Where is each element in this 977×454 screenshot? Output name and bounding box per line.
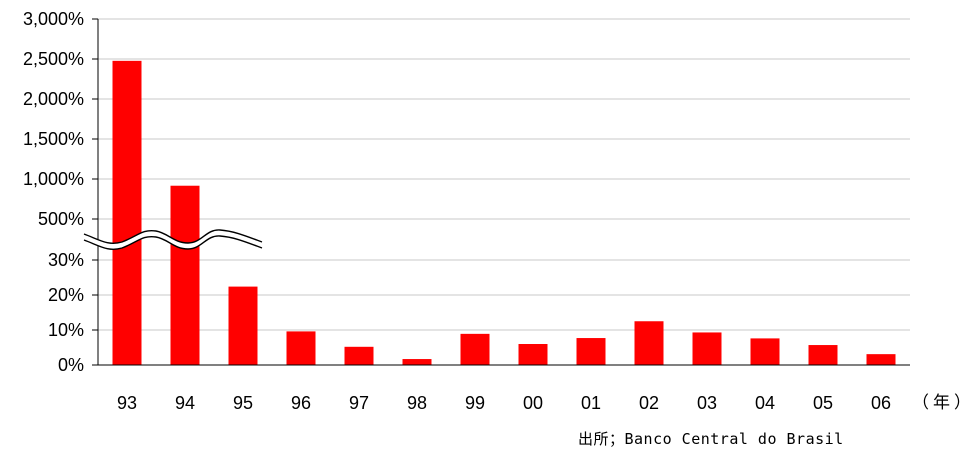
gridlines [98,18,910,331]
axis-break-line [83,235,263,250]
y-tick-label: 1,000% [23,169,84,189]
x-tick-labels: 93 94 95 96 97 98 99 00 01 02 03 04 05 06 （年） [117,393,975,413]
axis-break-mark [83,229,263,250]
bar-05 [808,345,838,365]
x-tick-label: 06 [871,393,891,413]
x-tick-label: 00 [523,393,543,413]
y-tick-label: 30% [48,250,84,270]
y-tick-label: 2,500% [23,49,84,69]
bar-02 [634,321,664,365]
bar-04 [750,338,780,365]
y-tick-label: 3,000% [23,9,84,29]
x-tick-label: 96 [291,393,311,413]
source-note: 出所；Banco Central do Brasil [578,430,844,448]
bar-96 [286,331,316,365]
bar-00 [518,344,548,365]
axis-break-line [83,229,263,244]
bar-95 [228,286,258,365]
bar-03 [692,332,722,365]
bar-94 [170,185,200,365]
x-tick-label: 99 [465,393,485,413]
y-tick-label: 2,000% [23,89,84,109]
y-tick-label: 500% [38,209,84,229]
x-tick-label: 04 [755,393,775,413]
y-tick-label: 20% [48,285,84,305]
x-tick-label: 01 [581,393,601,413]
x-tick-label: 93 [117,393,137,413]
bar-93 [112,60,142,366]
y-tick-label: 1,500% [23,129,84,149]
y-tick-labels: 0% 10% 20% 30% 500% 1,000% 1,500% 2,000% 2,500% 3… [23,9,84,375]
y-tick-label: 10% [48,320,84,340]
x-tick-label: 02 [639,393,659,413]
bar-06 [866,354,896,365]
bar-01 [576,338,606,365]
bar-99 [460,333,490,365]
x-tick-label: 94 [175,393,195,413]
bars [112,60,896,366]
bar-98 [402,359,432,365]
y-axis [92,18,910,366]
x-axis-unit-label: （年） [912,393,975,413]
bar-97 [344,346,374,365]
x-tick-label: 98 [407,393,427,413]
x-tick-label: 05 [813,393,833,413]
y-tick-label: 0% [58,355,84,375]
x-tick-label: 95 [233,393,253,413]
x-tick-label: 97 [349,393,369,413]
x-tick-label: 03 [697,393,717,413]
